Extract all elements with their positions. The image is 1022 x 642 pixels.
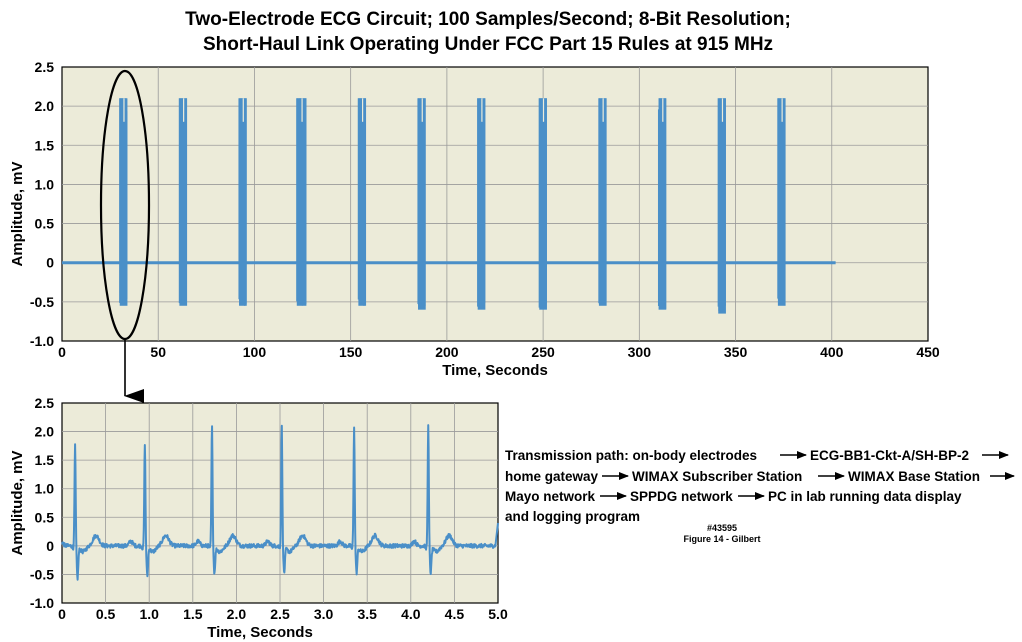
x-tick-label: 200 bbox=[435, 344, 459, 360]
overview-chart: 0 50 100 150 200 250 300 350 400 450 -1.0 -0.5 0 0.5 1… bbox=[9, 59, 940, 379]
overview-burst bbox=[657, 98, 667, 310]
y-tick-label: 2.5 bbox=[35, 59, 55, 75]
y-tick-label: -1.0 bbox=[30, 595, 54, 611]
x-tick-label: 400 bbox=[820, 344, 844, 360]
x-tick-label: 1.5 bbox=[183, 606, 203, 622]
transmission-path-note: Transmission path: on-body electrodes EC… bbox=[505, 448, 1015, 524]
x-tick-label: 350 bbox=[724, 344, 748, 360]
y-tick-label: -0.5 bbox=[30, 294, 54, 310]
x-tick-label: 0 bbox=[58, 606, 66, 622]
overview-burst-signal bbox=[657, 98, 667, 309]
overview-burst bbox=[717, 98, 726, 314]
path-line-3: home gateway bbox=[505, 469, 599, 484]
y-tick-label: 2.0 bbox=[35, 424, 55, 440]
x-tick-label: 450 bbox=[916, 344, 940, 360]
x-tick-label: 1.0 bbox=[139, 606, 159, 622]
overview-burst bbox=[777, 98, 786, 306]
y-tick-label: 0.5 bbox=[35, 216, 55, 232]
chart-title-line1: Two-Electrode ECG Circuit; 100 Samples/S… bbox=[185, 9, 791, 30]
overview-burst-signal bbox=[717, 98, 726, 312]
x-tick-label: 3.0 bbox=[314, 606, 334, 622]
detail-chart: 0 0.5 1.0 1.5 2.0 2.5 3.0 3.5 4.0 4.5 5.0 -1.0 -0.5 0… bbox=[9, 395, 508, 641]
chart-title-line2: Short-Haul Link Operating Under FCC Part… bbox=[203, 34, 773, 55]
overview-burst bbox=[238, 98, 247, 306]
y-tick-label: 1.0 bbox=[35, 481, 55, 497]
overview-series bbox=[62, 98, 836, 314]
x-tick-label: 5.0 bbox=[488, 606, 508, 622]
detail-y-axis-label: Amplitude, mV bbox=[9, 450, 26, 555]
detail-series bbox=[61, 424, 499, 581]
x-tick-label: 0 bbox=[58, 344, 66, 360]
overview-burst-signal bbox=[538, 98, 547, 309]
x-tick-label: 2.0 bbox=[227, 606, 247, 622]
overview-burst bbox=[477, 98, 486, 310]
x-tick-label: 2.5 bbox=[270, 606, 290, 622]
y-tick-label: -1.0 bbox=[30, 333, 54, 349]
overview-burst bbox=[296, 98, 307, 306]
y-tick-label: 1.0 bbox=[35, 176, 55, 192]
x-tick-label: 0.5 bbox=[96, 606, 116, 622]
y-tick-label: -0.5 bbox=[30, 566, 54, 582]
overview-burst-signal bbox=[357, 98, 366, 306]
overview-burst-signal bbox=[296, 98, 307, 306]
overview-burst-signal bbox=[238, 98, 247, 306]
x-tick-label: 4.5 bbox=[445, 606, 465, 622]
x-tick-label: 4.0 bbox=[401, 606, 421, 622]
path-line-4: WIMAX Subscriber Station bbox=[632, 469, 802, 484]
path-line-5: WIMAX Base Station bbox=[848, 469, 980, 484]
path-line-6: Mayo network bbox=[505, 489, 596, 504]
x-tick-label: 250 bbox=[531, 344, 555, 360]
path-line-1: Transmission path: on-body electrodes bbox=[505, 448, 757, 463]
detail-tick-labels: 0 0.5 1.0 1.5 2.0 2.5 3.0 3.5 4.0 4.5 5.0 -1.0 -0.5 0… bbox=[30, 395, 508, 622]
y-tick-label: 2.5 bbox=[35, 395, 55, 411]
y-tick-label: 0 bbox=[46, 538, 54, 554]
overview-tick-labels: 0 50 100 150 200 250 300 350 400 450 -1.0 -0.5 0 0.5 1… bbox=[30, 59, 940, 360]
overview-burst bbox=[538, 98, 547, 310]
figure-id: #43595 bbox=[707, 523, 737, 533]
svg-text:Transmission path: on-body el: Transmission path: on-body electrodes bbox=[505, 448, 757, 463]
y-tick-label: 1.5 bbox=[35, 137, 55, 153]
overview-burst bbox=[598, 98, 607, 306]
overview-burst-signal bbox=[598, 98, 607, 304]
x-tick-label: 300 bbox=[628, 344, 652, 360]
x-tick-label: 150 bbox=[339, 344, 363, 360]
overview-burst-signal bbox=[178, 98, 187, 305]
overview-burst-signal bbox=[477, 98, 486, 309]
path-line-8: PC in lab running data display bbox=[768, 489, 962, 504]
overview-plot-area bbox=[61, 66, 929, 342]
overview-burst-signal bbox=[119, 98, 128, 304]
figure-caption: Figure 14 - Gilbert bbox=[683, 534, 760, 544]
overview-burst bbox=[417, 98, 426, 310]
x-tick-label: 3.5 bbox=[357, 606, 377, 622]
y-tick-label: 0 bbox=[46, 255, 54, 271]
overview-x-axis-label: Time, Seconds bbox=[442, 362, 548, 379]
path-line-2: ECG-BB1-Ckt-A/SH-BP-2 bbox=[810, 448, 969, 463]
detail-ecg-trace bbox=[61, 424, 499, 581]
overview-burst-signal bbox=[777, 98, 786, 305]
path-line-9: and logging program bbox=[505, 509, 640, 524]
y-tick-label: 2.0 bbox=[35, 98, 55, 114]
y-tick-label: 1.5 bbox=[35, 452, 55, 468]
x-tick-label: 100 bbox=[243, 344, 267, 360]
x-tick-label: 50 bbox=[150, 344, 166, 360]
detail-x-axis-label: Time, Seconds bbox=[207, 624, 313, 641]
path-line-7: SPPDG network bbox=[630, 489, 733, 504]
overview-burst bbox=[119, 98, 128, 306]
overview-burst-signal bbox=[417, 98, 426, 309]
overview-burst bbox=[357, 98, 367, 306]
y-tick-label: 0.5 bbox=[35, 509, 55, 525]
overview-y-axis-label: Amplitude, mV bbox=[9, 161, 26, 266]
overview-burst bbox=[178, 98, 188, 306]
